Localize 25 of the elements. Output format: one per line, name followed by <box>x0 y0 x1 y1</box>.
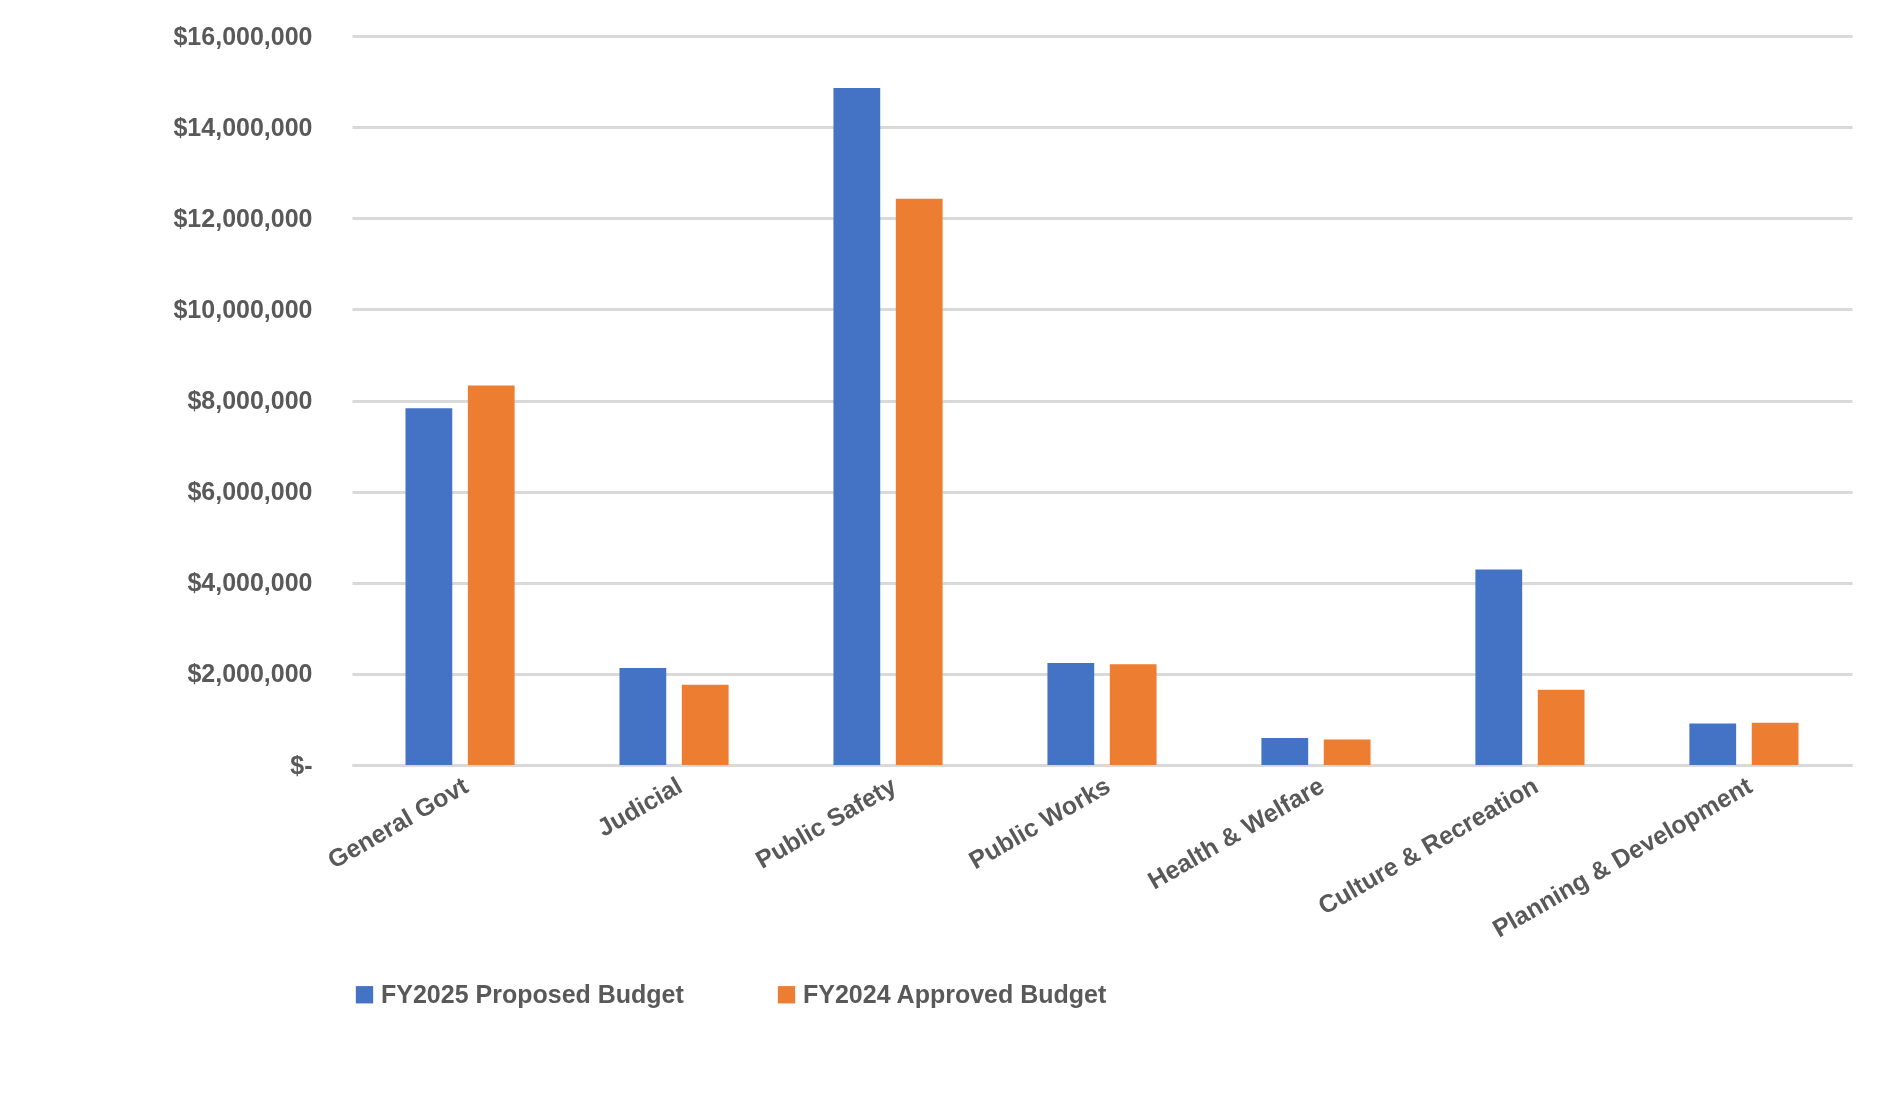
y-tick-label: $12,000,000 <box>173 203 313 232</box>
bar <box>1475 569 1523 765</box>
y-tick-label: $16,000,000 <box>173 21 313 50</box>
y-tick-label: $10,000,000 <box>173 294 313 323</box>
bar <box>1689 723 1737 765</box>
bar <box>833 87 881 765</box>
bar <box>405 408 453 765</box>
bar <box>1109 664 1157 765</box>
y-tick-label: $4,000,000 <box>187 568 313 597</box>
legend-label: FY2025 Proposed Budget <box>381 979 685 1008</box>
y-tick-label: $- <box>290 750 313 779</box>
bar <box>1537 689 1585 765</box>
y-tick-label: $6,000,000 <box>187 477 313 506</box>
bar <box>1751 722 1799 765</box>
bar <box>681 684 729 765</box>
bar <box>1261 738 1309 765</box>
bar <box>895 198 943 765</box>
y-tick-label: $2,000,000 <box>187 659 313 688</box>
y-tick-label: $8,000,000 <box>187 386 313 414</box>
bar <box>619 667 667 765</box>
y-tick-label: $14,000,000 <box>173 112 313 141</box>
bar <box>1047 662 1095 765</box>
legend-label: FY2024 Approved Budget <box>803 979 1107 1008</box>
bar <box>1323 739 1371 765</box>
bar <box>467 385 515 765</box>
